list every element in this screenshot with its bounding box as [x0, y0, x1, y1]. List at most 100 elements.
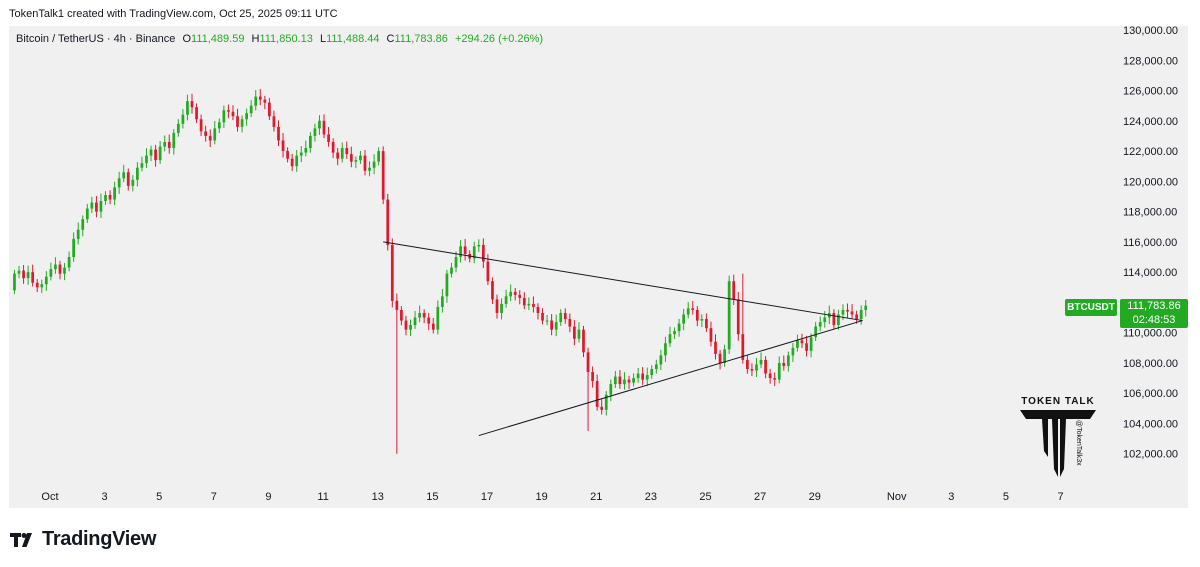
- candle-body: [755, 364, 758, 371]
- candle-body: [509, 291, 513, 297]
- candle-body: [163, 141, 167, 147]
- candle-body: [99, 201, 103, 212]
- candle-body: [573, 326, 576, 339]
- candle-body: [208, 135, 212, 141]
- watermark-logo-icon: [1020, 410, 1096, 477]
- chart-panel[interactable]: [9, 26, 1188, 508]
- lower-trendline: [478, 320, 863, 437]
- candle-body: [695, 309, 699, 321]
- candle-body: [54, 264, 57, 270]
- candle-body: [864, 305, 868, 310]
- x-tick-label: 5: [1003, 491, 1009, 503]
- candle-body: [659, 355, 663, 365]
- candle-body: [436, 306, 440, 330]
- candle-body: [595, 381, 599, 407]
- candle-body: [613, 376, 617, 385]
- last-price: 111,783.86: [1127, 300, 1181, 312]
- candle-body: [122, 172, 126, 179]
- candle-body: [359, 155, 362, 161]
- candle-body: [236, 116, 239, 127]
- candle-body: [418, 312, 421, 318]
- candle-body: [636, 373, 640, 379]
- candle-body: [131, 179, 135, 186]
- close-label: C: [386, 33, 395, 45]
- candle-body: [331, 141, 335, 153]
- y-tick-label: 102,000.00: [1123, 449, 1178, 461]
- symbol-badge: BTCUSDT: [1065, 299, 1117, 316]
- candle-body: [90, 202, 94, 209]
- candle-body: [472, 246, 476, 259]
- ohlc-legend: Bitcoin / TetherUS · 4h · Binance O111,4…: [16, 33, 543, 45]
- y-tick-label: 106,000.00: [1123, 388, 1178, 400]
- y-tick-label: 120,000.00: [1123, 176, 1178, 188]
- candle-body: [764, 359, 767, 374]
- candle-body: [518, 294, 522, 298]
- x-tick-label: 7: [1058, 491, 1064, 503]
- candle-body: [582, 329, 585, 353]
- x-tick-label: 5: [156, 491, 162, 503]
- candle-body: [13, 273, 16, 291]
- candle-body: [682, 314, 686, 324]
- candle-body: [700, 319, 704, 321]
- candle-body: [290, 158, 294, 167]
- tradingview-logo-icon: [10, 532, 32, 547]
- candle-body: [427, 317, 431, 324]
- bar-countdown: 02:48:53: [1132, 314, 1176, 326]
- candle-body: [22, 270, 25, 279]
- candle-body: [532, 303, 535, 307]
- candle-body: [568, 319, 572, 327]
- candle-body: [709, 328, 713, 342]
- candle-body: [213, 128, 217, 141]
- candle-body: [145, 155, 148, 164]
- candle-body: [277, 126, 280, 141]
- candle-body: [44, 276, 48, 285]
- y-tick-label: 114,000.00: [1123, 267, 1177, 279]
- candle-body: [190, 101, 194, 108]
- candle-body: [668, 334, 672, 344]
- candle-body: [577, 329, 581, 339]
- candle-body: [809, 337, 813, 351]
- candle-body: [299, 152, 303, 156]
- y-tick-label: 130,000.00: [1123, 25, 1178, 37]
- candle-body: [35, 282, 39, 288]
- close-value: 111,783.86: [394, 33, 448, 45]
- candle-body: [541, 312, 544, 321]
- candle-body: [386, 199, 390, 245]
- candle-body: [222, 110, 226, 123]
- candle-body: [104, 194, 107, 202]
- x-tick-label: 25: [699, 491, 711, 503]
- candle-body: [768, 373, 772, 379]
- candle-body: [76, 229, 80, 239]
- candle-body: [759, 359, 763, 365]
- x-tick-label: 3: [102, 491, 108, 503]
- candle-body: [686, 308, 690, 315]
- candle-body: [773, 378, 777, 380]
- candle-body: [805, 343, 808, 351]
- candle-body: [481, 244, 485, 262]
- candle-body: [677, 323, 681, 332]
- candle-body: [459, 246, 462, 257]
- tradingview-brand-text: TradingView: [42, 528, 157, 550]
- candle-body: [67, 257, 71, 268]
- candle-body: [227, 110, 230, 112]
- candle-body: [586, 352, 590, 373]
- candle-body: [413, 317, 417, 326]
- candle-body: [167, 141, 171, 149]
- candle-body: [40, 284, 44, 288]
- candle-body: [450, 267, 453, 274]
- y-tick-label: 116,000.00: [1123, 237, 1177, 249]
- candle-body: [26, 272, 30, 279]
- y-tick-label: 104,000.00: [1123, 418, 1178, 430]
- candle-body: [181, 114, 185, 124]
- candle-body: [390, 244, 394, 301]
- candle-body: [95, 202, 98, 212]
- candle-body: [650, 368, 654, 376]
- candle-body: [559, 312, 563, 323]
- candle-body: [176, 123, 180, 133]
- candle-body: [645, 375, 649, 380]
- x-tick-label: 13: [372, 491, 384, 503]
- candle-body: [113, 187, 116, 200]
- tradingview-logo[interactable]: TradingView: [10, 528, 156, 551]
- high-value: 111,850.13: [259, 33, 313, 45]
